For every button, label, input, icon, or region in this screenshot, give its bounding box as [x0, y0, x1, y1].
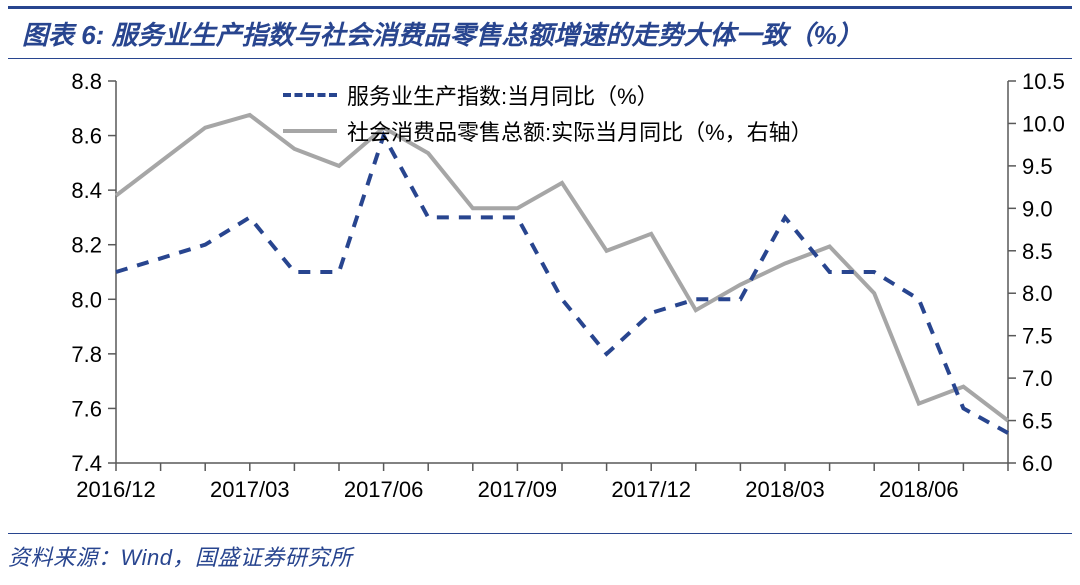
svg-text:2018/06: 2018/06	[879, 477, 959, 502]
legend-swatch-dashed	[283, 93, 337, 97]
svg-text:8.5: 8.5	[1022, 239, 1053, 264]
source-text: 资料来源：Wind，国盛证券研究所	[8, 545, 352, 570]
svg-text:2017/09: 2017/09	[478, 477, 558, 502]
svg-text:8.2: 8.2	[71, 233, 102, 258]
svg-text:6.5: 6.5	[1022, 409, 1053, 434]
svg-text:8.0: 8.0	[71, 287, 102, 312]
legend-label-s2: 社会消费品零售总额:实际当月同比（%，右轴）	[347, 115, 813, 147]
chart-title-bar: 图表 6: 服务业生产指数与社会消费品零售总额增速的走势大体一致（%）	[8, 6, 1072, 59]
svg-text:2017/12: 2017/12	[611, 477, 691, 502]
svg-text:7.0: 7.0	[1022, 366, 1053, 391]
legend-label-s1: 服务业生产指数:当月同比（%）	[347, 79, 659, 111]
legend: 服务业生产指数:当月同比（%） 社会消费品零售总额:实际当月同比（%，右轴）	[283, 79, 813, 151]
svg-text:7.8: 7.8	[71, 342, 102, 367]
svg-text:10.0: 10.0	[1022, 111, 1065, 136]
svg-text:8.4: 8.4	[71, 178, 102, 203]
svg-text:7.6: 7.6	[71, 396, 102, 421]
svg-text:7.5: 7.5	[1022, 324, 1053, 349]
legend-item-s1: 服务业生产指数:当月同比（%）	[283, 79, 813, 111]
svg-text:8.8: 8.8	[71, 69, 102, 94]
source-bar: 资料来源：Wind，国盛证券研究所	[8, 533, 1072, 572]
svg-text:9.0: 9.0	[1022, 196, 1053, 221]
svg-text:2017/06: 2017/06	[344, 477, 424, 502]
legend-item-s2: 社会消费品零售总额:实际当月同比（%，右轴）	[283, 115, 813, 147]
svg-text:6.0: 6.0	[1022, 451, 1053, 476]
chart-area: 7.4 7.6 7.8 8.0 8.2 8.4 8.6 8.8 6.0 6.5 7.0 7.5 8.0 8…	[8, 63, 1072, 533]
svg-text:8.6: 8.6	[71, 124, 102, 149]
svg-text:9.5: 9.5	[1022, 154, 1053, 179]
legend-swatch-solid	[283, 129, 337, 133]
svg-text:7.4: 7.4	[71, 451, 102, 476]
chart-title: 图表 6: 服务业生产指数与社会消费品零售总额增速的走势大体一致（%）	[22, 20, 863, 50]
svg-text:2016/12: 2016/12	[76, 477, 156, 502]
svg-text:8.0: 8.0	[1022, 281, 1053, 306]
svg-text:2018/03: 2018/03	[745, 477, 825, 502]
svg-text:2017/03: 2017/03	[210, 477, 290, 502]
svg-text:10.5: 10.5	[1022, 69, 1065, 94]
